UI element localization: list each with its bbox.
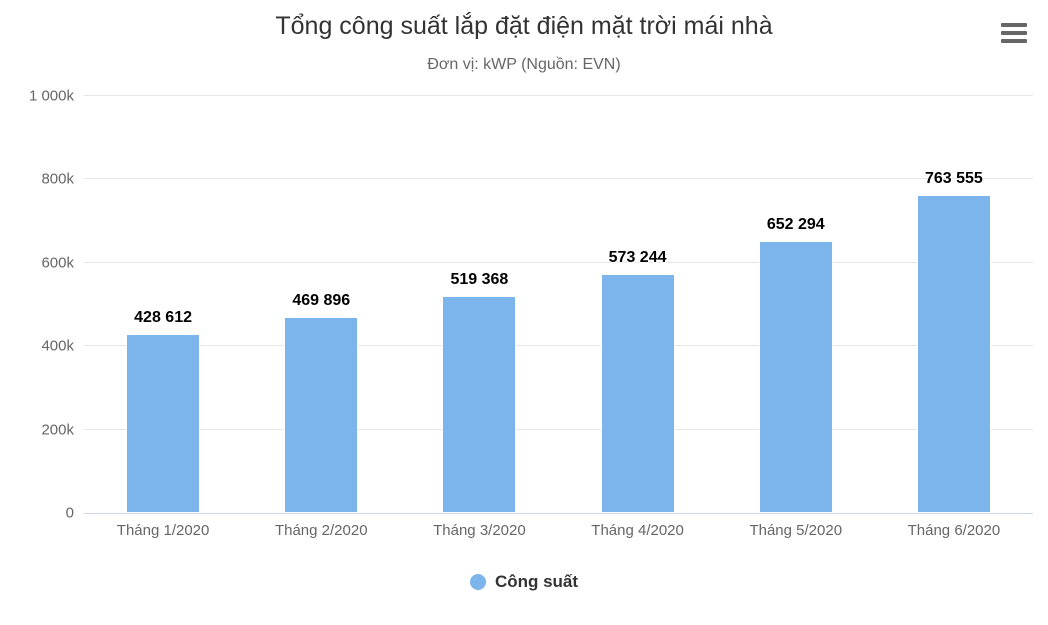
x-axis-tick-label: Tháng 2/2020: [274, 522, 368, 539]
y-axis: 0 200k 400k 600k 800k 1 000k: [0, 88, 74, 522]
bar-slot: 519 368: [400, 96, 558, 513]
data-label: 469 896: [292, 292, 351, 310]
bar-slot: 763 555: [875, 96, 1033, 513]
gridline: [84, 95, 1033, 96]
plot-area: 428 612 469 896 519 368 573 244 652 294 763 5…: [84, 95, 1033, 514]
x-axis-tick-label: Tháng 6/2020: [907, 522, 1001, 539]
bar-slot: 469 896: [242, 96, 400, 513]
bar-slot: 573 244: [559, 96, 717, 513]
chart-subtitle: Đơn vị: kWP (Nguồn: EVN): [427, 56, 621, 73]
y-axis-tick-label: 400k: [41, 337, 74, 355]
bar-1[interactable]: [126, 334, 201, 513]
bar-slot: 652 294: [717, 96, 875, 513]
bar-4[interactable]: [600, 273, 675, 513]
y-axis-tick-label: 600k: [41, 254, 74, 272]
x-axis: Tháng 1/2020 Tháng 2/2020 Tháng 3/2020 Thán…: [84, 522, 1033, 544]
x-axis-tick-label: Tháng 3/2020: [433, 522, 526, 539]
y-axis-tick-label: 1 000k: [28, 87, 74, 105]
legend-marker-icon: [469, 574, 486, 590]
bar-6[interactable]: [916, 194, 991, 513]
bar-5[interactable]: [758, 241, 833, 513]
data-label: 652 294: [766, 216, 825, 233]
legend-item[interactable]: Công suất: [469, 572, 579, 592]
gridline: [84, 428, 1033, 430]
hamburger-menu-icon: [1001, 39, 1027, 43]
chart-title: Tổng công suất lắp đặt điện mặt trời mái…: [275, 12, 773, 40]
y-axis-tick-label: 0: [65, 504, 74, 522]
data-label: 519 368: [450, 271, 509, 289]
export-menu-button[interactable]: [1001, 23, 1027, 43]
bar-2[interactable]: [284, 317, 359, 513]
legend-label: Công suất: [494, 572, 579, 591]
hamburger-menu-icon: [1001, 31, 1027, 35]
x-axis-tick-label: Tháng 4/2020: [591, 522, 684, 539]
gridline: [84, 261, 1033, 263]
data-label: 763 555: [924, 169, 983, 187]
y-axis-tick-label: 200k: [41, 421, 74, 439]
x-axis-tick-label: Tháng 5/2020: [749, 522, 843, 539]
bar-3[interactable]: [442, 296, 517, 513]
x-axis-tick-label: Tháng 1/2020: [116, 522, 210, 539]
legend: Công suất: [0, 572, 1048, 592]
gridline: [84, 345, 1033, 347]
data-label: 428 612: [134, 309, 192, 327]
y-axis-tick-label: 800k: [41, 170, 74, 188]
bar-slot: 428 612: [84, 96, 242, 513]
gridline: [84, 178, 1033, 180]
hamburger-menu-icon: [1001, 23, 1027, 27]
data-label: 573 244: [608, 248, 667, 266]
